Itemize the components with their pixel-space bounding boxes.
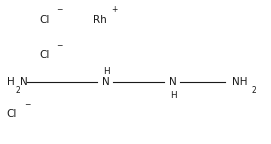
Text: Cl: Cl: [7, 109, 17, 119]
Text: Cl: Cl: [39, 50, 49, 60]
Text: H: H: [103, 68, 109, 76]
Text: 2: 2: [15, 86, 20, 95]
Text: Rh: Rh: [93, 15, 106, 25]
Text: N: N: [102, 77, 110, 87]
Text: NH: NH: [232, 77, 248, 87]
Text: Cl: Cl: [39, 15, 49, 25]
Text: −: −: [56, 41, 63, 50]
Text: H: H: [170, 91, 176, 100]
Text: N: N: [20, 77, 27, 87]
Text: H: H: [7, 77, 15, 87]
Text: +: +: [111, 5, 117, 14]
Text: −: −: [24, 100, 30, 109]
Text: N: N: [169, 77, 177, 87]
Text: 2: 2: [251, 86, 256, 95]
Text: −: −: [56, 5, 63, 14]
